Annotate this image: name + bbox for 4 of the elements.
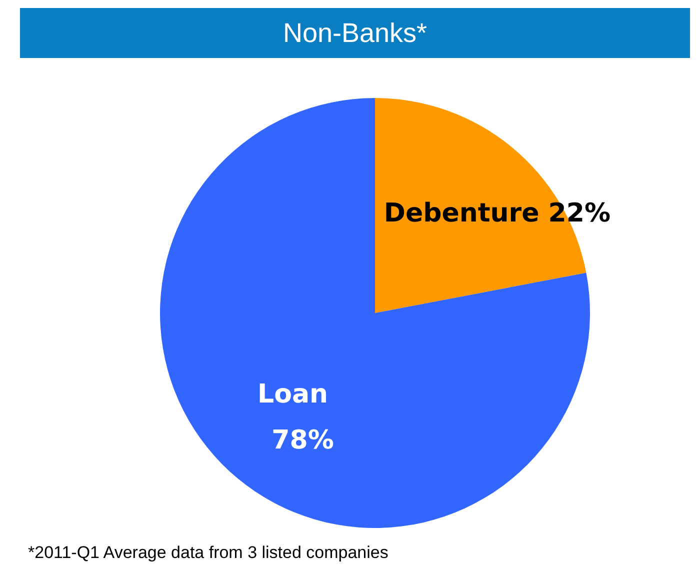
- slice-label: Loan: [258, 379, 328, 410]
- data-label: 78%: [272, 425, 334, 456]
- text: *2011-Q1 Average data from 3 listed companies: [28, 543, 388, 563]
- chart-title: Non-Banks*: [282, 18, 428, 48]
